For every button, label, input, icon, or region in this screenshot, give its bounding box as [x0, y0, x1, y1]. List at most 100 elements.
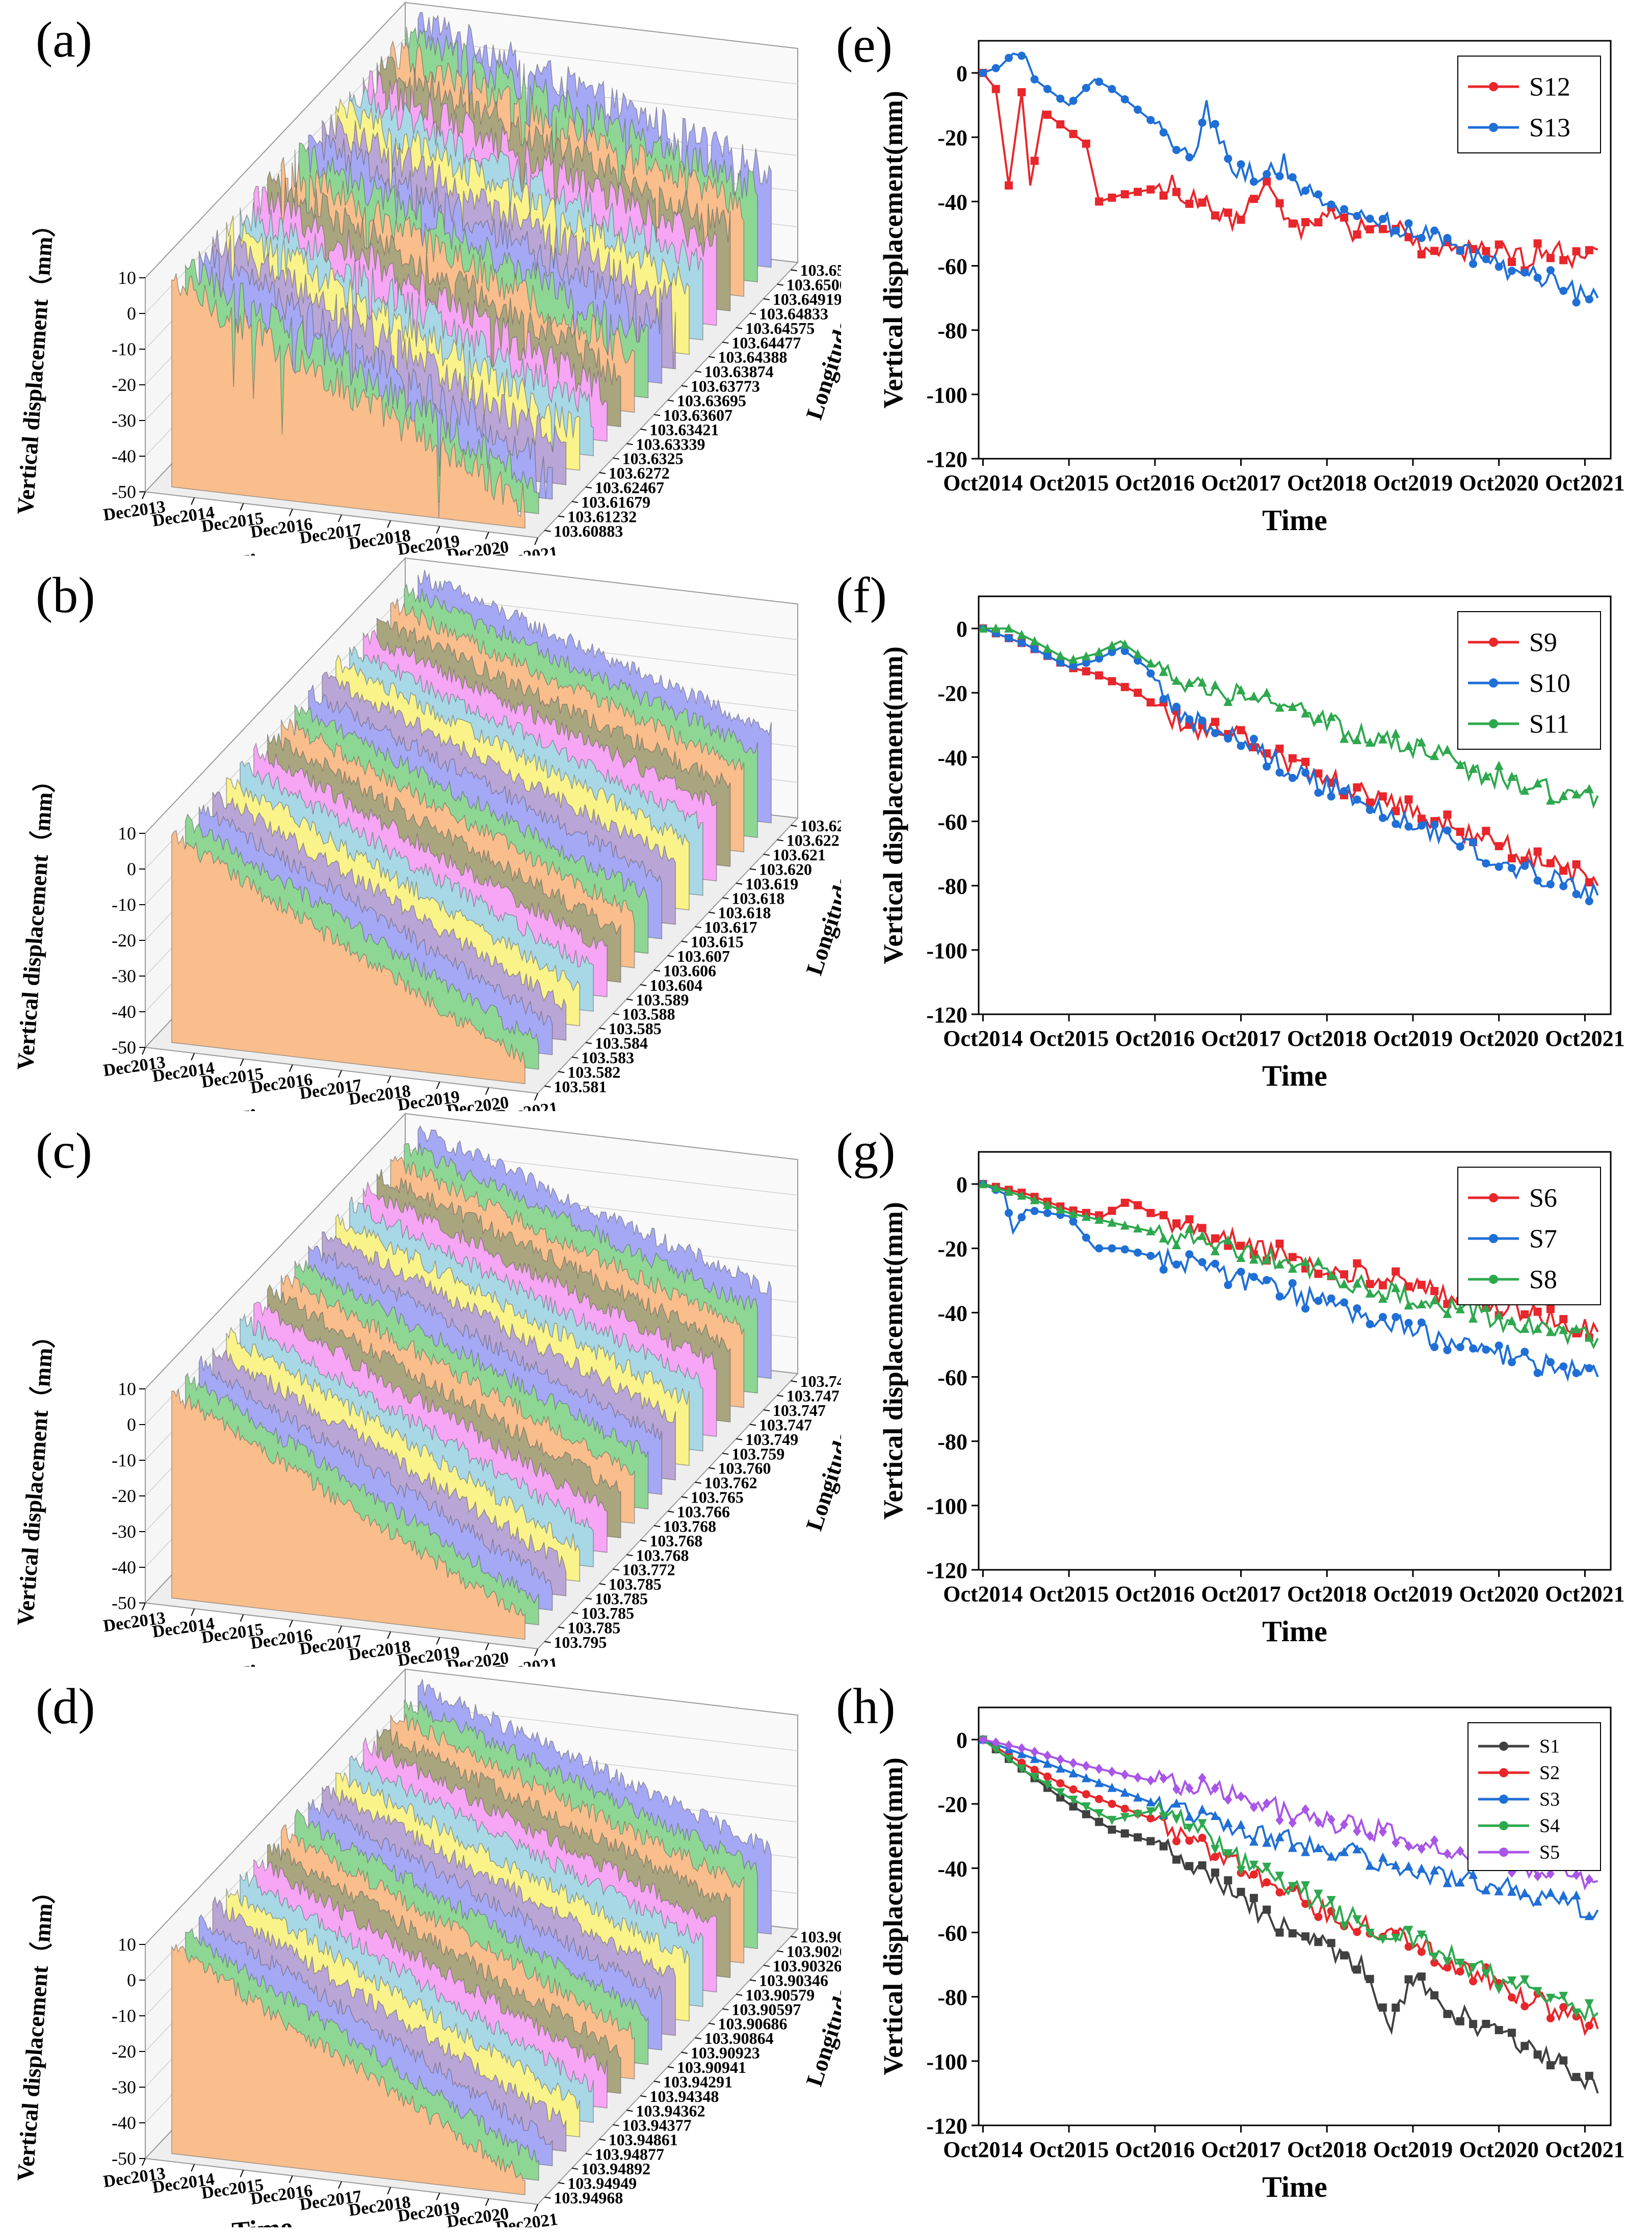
series-markers-S11	[978, 623, 1594, 805]
z-tick	[777, 1394, 783, 1397]
z-tick-label: 103.768	[663, 1517, 716, 1535]
data-point	[1108, 193, 1116, 202]
data-point	[1585, 878, 1593, 887]
legend-label-S9: S9	[1529, 628, 1557, 657]
data-point	[1172, 1240, 1182, 1249]
data-point	[1275, 1928, 1284, 1937]
z-tick-label: 103.604	[649, 976, 702, 994]
x-tick	[485, 1643, 489, 1651]
ribbon-0	[171, 273, 526, 529]
z-tick-label: 103.64388	[718, 348, 788, 366]
y-axis-title: Vertical displacement（mm）	[12, 768, 59, 1071]
data-point	[1443, 745, 1452, 754]
z-tick-label: 103.606	[663, 961, 716, 980]
data-point	[1134, 188, 1142, 196]
x-tick	[534, 1648, 538, 1656]
data-point	[1430, 1287, 1439, 1296]
y-tick-label: -120	[926, 447, 967, 472]
data-point	[1404, 1300, 1413, 1310]
data-point	[1120, 1220, 1130, 1230]
data-point	[1275, 1888, 1284, 1897]
x-tick-label: Oct2019	[1373, 1026, 1453, 1051]
data-point	[1249, 1273, 1258, 1281]
data-point	[991, 85, 1000, 93]
series-markers-S5	[979, 1734, 1593, 1885]
data-point	[1030, 1195, 1039, 1204]
data-point	[1469, 1344, 1478, 1353]
z-tick-label: 103.619	[745, 875, 798, 893]
data-point	[1236, 685, 1246, 695]
data-point	[1340, 1922, 1349, 1931]
x-tick	[191, 1608, 195, 1616]
data-point	[1353, 230, 1361, 239]
data-point	[1068, 1768, 1078, 1778]
data-point	[1494, 1985, 1504, 1994]
data-point	[1301, 1256, 1310, 1266]
panel-e: (e) 0 -20 -40 -60 -80 -100 -120 Oct2014 Oct2015 O…	[826, 0, 1652, 556]
panel-b: (b) 10 0 -10 -20 -30 -40 -50 Vertical displacem…	[0, 556, 857, 1136]
legend-marker-S8	[1489, 1275, 1498, 1284]
data-point	[1017, 629, 1027, 639]
data-point	[1082, 1810, 1090, 1819]
z-tick	[791, 1936, 797, 1938]
z-tick	[653, 414, 661, 416]
data-point	[1314, 769, 1323, 778]
y-tick-label: 10	[118, 268, 136, 288]
data-point	[1533, 1896, 1542, 1906]
data-point	[1197, 677, 1207, 687]
data-point	[1095, 1818, 1104, 1826]
x-tick	[142, 491, 146, 499]
legend-label-S6: S6	[1529, 1183, 1557, 1213]
data-point	[1004, 623, 1014, 633]
panel-label-f: (f)	[836, 567, 887, 623]
data-point	[1159, 1266, 1168, 1274]
x-tick	[191, 2164, 195, 2172]
data-point	[1507, 1358, 1516, 1366]
data-point	[1288, 754, 1297, 762]
data-point	[1585, 1364, 1593, 1373]
data-point	[1469, 2020, 1478, 2029]
data-point	[1069, 1802, 1078, 1811]
legend-label-S3: S3	[1539, 1789, 1560, 1810]
data-point	[1263, 762, 1271, 771]
data-point	[1172, 1784, 1181, 1795]
x-tick	[387, 2187, 391, 2195]
legend-box	[1457, 611, 1601, 750]
plot-frame	[978, 595, 1612, 1015]
data-point	[1133, 1792, 1143, 1802]
data-point	[1005, 181, 1013, 190]
data-point	[1572, 1870, 1581, 1880]
data-point	[1068, 1208, 1078, 1218]
z-tick	[681, 1496, 688, 1498]
data-point	[1172, 1855, 1181, 1864]
data-point	[1314, 1938, 1323, 1946]
data-point	[1366, 1975, 1374, 1983]
data-point	[1108, 677, 1116, 686]
data-point	[1443, 1308, 1452, 1318]
data-point	[1237, 1887, 1245, 1896]
data-point	[1146, 1814, 1155, 1823]
ribbon-0	[171, 1943, 526, 2196]
data-point	[1353, 783, 1361, 792]
data-point	[1017, 1749, 1027, 1758]
data-point	[1275, 744, 1284, 753]
z-tick-label: 103.90326	[773, 1957, 841, 1975]
data-point	[1288, 1882, 1297, 1891]
data-point	[1443, 233, 1452, 242]
y-axis-title: Vertical displacement(mm)	[878, 1757, 908, 2075]
data-point	[1520, 2002, 1529, 2011]
data-point	[1482, 859, 1490, 867]
data-point	[1340, 787, 1349, 796]
data-point	[1546, 880, 1555, 888]
x-axis-title: Time	[1262, 504, 1327, 537]
data-point	[1572, 247, 1581, 256]
data-point	[1249, 1802, 1258, 1812]
data-point	[1211, 718, 1219, 726]
x-tick	[485, 532, 489, 540]
data-point	[1288, 1818, 1297, 1828]
x-tick-label: Oct2020	[1459, 2137, 1538, 2162]
data-point	[1082, 1233, 1090, 1242]
z-tick	[695, 371, 701, 373]
data-point	[1107, 1815, 1117, 1825]
z-tick-label: 103.772	[622, 1561, 675, 1579]
